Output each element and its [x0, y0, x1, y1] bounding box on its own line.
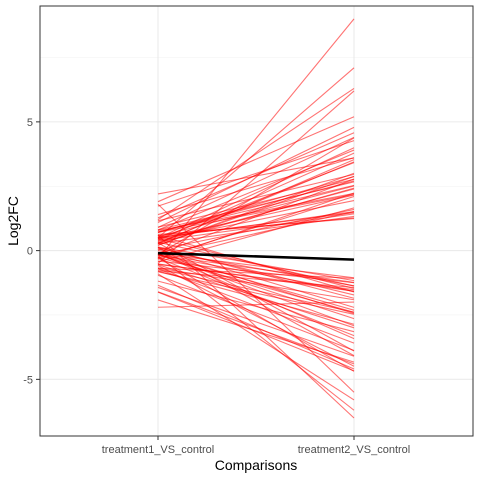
series-line [157, 157, 355, 195]
series-line [157, 248, 355, 308]
series-line [157, 267, 355, 279]
series-line [157, 136, 355, 228]
mean-line [157, 251, 355, 261]
series-line [157, 271, 355, 315]
series-line [157, 242, 355, 352]
series-line [157, 67, 355, 239]
series-line [157, 273, 355, 401]
y-tick-label: 5 [27, 117, 33, 129]
series-line [157, 246, 355, 282]
plot-panel-background [40, 6, 473, 436]
series-line [157, 208, 355, 251]
series-line [157, 274, 355, 351]
grid-layer [40, 6, 473, 436]
series-line [157, 252, 355, 340]
y-tick-label: 0 [27, 246, 33, 258]
series-line [157, 218, 355, 235]
series-line [157, 268, 355, 313]
series-layer [157, 18, 355, 419]
series-line [157, 267, 355, 301]
series-line [157, 178, 355, 255]
series-line [157, 264, 355, 367]
axis-layer: -5 0 5 treatment1_VS_control treatment2_VS_c… [23, 117, 410, 456]
series-line [157, 291, 355, 365]
mean-layer [157, 251, 355, 261]
series-line [157, 255, 355, 411]
x-tick-label: treatment1_VS_control [102, 444, 215, 456]
series-line [157, 184, 355, 233]
series-line [157, 260, 355, 284]
series-line [157, 254, 355, 283]
series-line [157, 159, 355, 245]
x-axis-title: Comparisons [215, 457, 297, 473]
series-line [157, 263, 355, 291]
y-tick-label: -5 [23, 374, 33, 386]
series-line [157, 90, 355, 264]
series-line [157, 203, 355, 393]
plot-panel-border [39, 5, 474, 437]
y-axis-title: Log2FC [5, 196, 21, 246]
series-line [157, 234, 355, 419]
series-line [157, 87, 355, 221]
series-line [157, 301, 355, 308]
series-line [157, 173, 355, 222]
series-line [157, 253, 355, 279]
series-line [157, 157, 355, 216]
series-line [157, 132, 355, 219]
series-line [157, 187, 355, 244]
series-line [157, 140, 355, 207]
series-line [157, 253, 355, 311]
series-line [157, 211, 355, 256]
series-line [157, 18, 355, 259]
x-tick-label: treatment2_VS_control [298, 444, 411, 456]
